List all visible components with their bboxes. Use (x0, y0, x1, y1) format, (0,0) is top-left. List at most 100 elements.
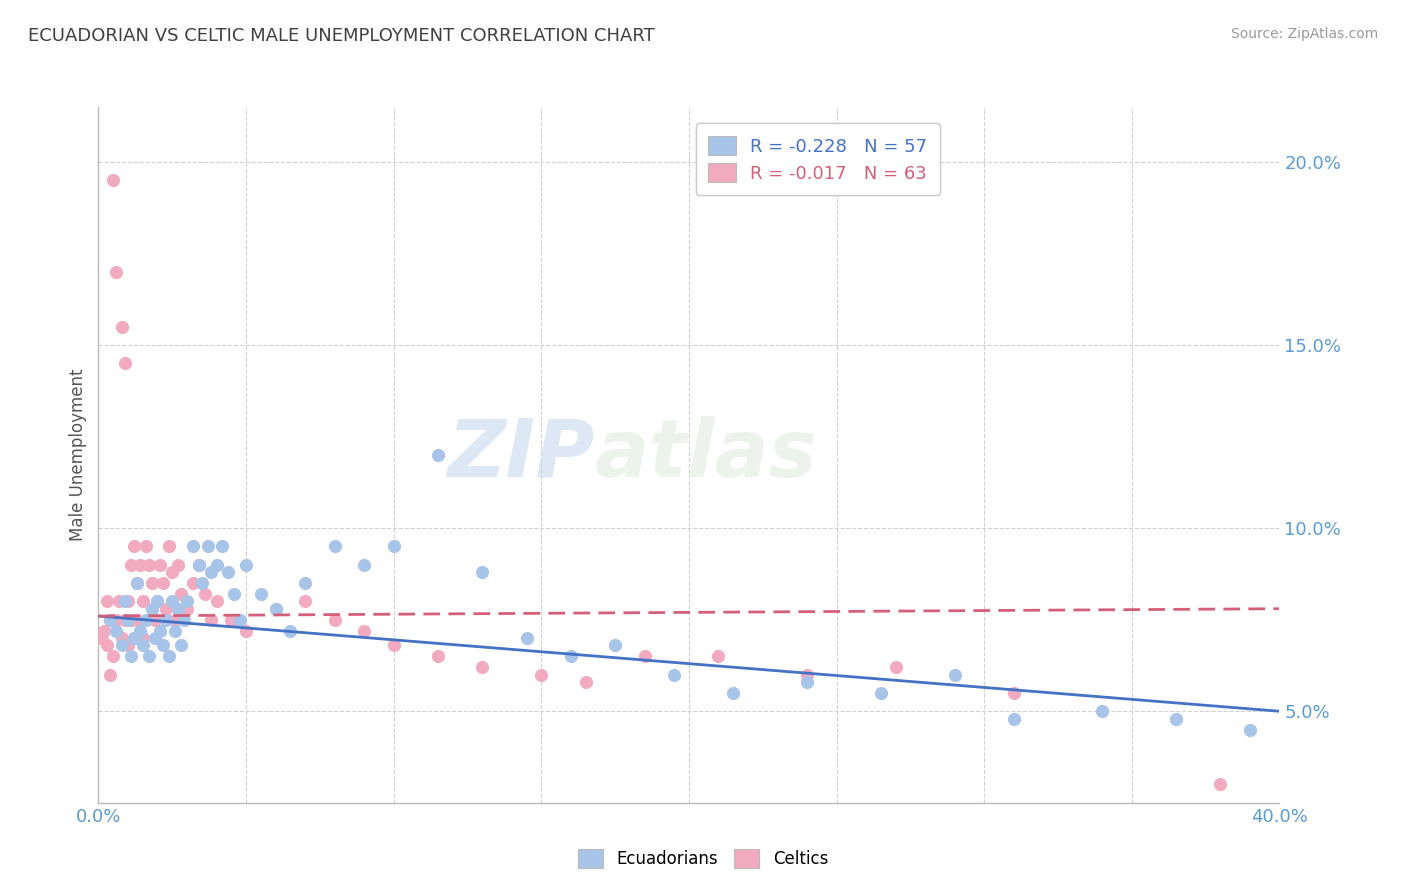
Point (278, 624, 302, 638)
Point (353, 624, 375, 638)
Point (796, 675, 818, 690)
Point (211, 540, 233, 554)
Point (135, 613, 157, 627)
Point (111, 631, 134, 645)
Point (323, 613, 346, 627)
Point (125, 613, 148, 627)
Point (1239, 723, 1261, 737)
Point (105, 624, 128, 638)
Point (155, 613, 177, 627)
Point (114, 594, 136, 608)
Point (1164, 712, 1187, 726)
Point (149, 558, 172, 572)
Point (105, 265, 128, 279)
Text: ECUADORIAN VS CELTIC MALE UNEMPLOYMENT CORRELATION CHART: ECUADORIAN VS CELTIC MALE UNEMPLOYMENT C… (28, 27, 655, 45)
Point (103, 173, 125, 187)
Point (141, 601, 163, 615)
Point (138, 649, 160, 664)
Point (560, 649, 582, 664)
Point (1002, 686, 1025, 700)
Point (98, 613, 121, 627)
Point (120, 613, 142, 627)
Point (187, 558, 209, 572)
Point (471, 660, 494, 674)
Point (165, 613, 187, 627)
Point (264, 601, 287, 615)
Point (122, 631, 145, 645)
Point (135, 540, 157, 554)
Point (187, 558, 209, 572)
Point (1209, 777, 1232, 791)
Point (943, 667, 966, 681)
Point (707, 649, 730, 664)
Point (382, 540, 405, 554)
Point (471, 565, 494, 579)
Point (157, 540, 180, 554)
Point (96, 594, 118, 608)
Point (205, 594, 228, 608)
Point (167, 558, 190, 572)
Point (165, 624, 187, 638)
Point (103, 613, 125, 627)
Point (143, 613, 166, 627)
Point (1091, 704, 1114, 718)
Point (146, 594, 169, 608)
Point (229, 613, 252, 627)
Point (96, 638, 118, 652)
Point (167, 601, 190, 615)
Point (141, 576, 163, 591)
Point (633, 649, 655, 664)
Point (294, 576, 316, 591)
Point (173, 613, 195, 627)
Point (250, 587, 273, 601)
Point (427, 649, 450, 664)
Point (200, 565, 222, 579)
Point (114, 613, 136, 627)
Point (235, 558, 257, 572)
Point (138, 558, 160, 572)
Text: atlas: atlas (595, 416, 817, 494)
Point (170, 638, 193, 652)
Y-axis label: Male Unemployment: Male Unemployment (69, 368, 87, 541)
Point (125, 576, 148, 591)
Point (264, 601, 287, 615)
Point (219, 613, 242, 627)
Point (515, 631, 537, 645)
Point (294, 594, 316, 608)
Point (125, 576, 148, 591)
Point (152, 638, 174, 652)
Point (132, 631, 155, 645)
Point (796, 667, 818, 681)
Point (122, 631, 145, 645)
Text: ZIP: ZIP (447, 416, 595, 494)
Point (217, 565, 239, 579)
Point (128, 624, 150, 638)
Point (235, 624, 257, 638)
Point (884, 660, 907, 674)
Point (98, 667, 121, 681)
Point (353, 558, 375, 572)
Point (93, 624, 115, 638)
Point (530, 667, 553, 681)
Point (200, 613, 222, 627)
Point (120, 558, 142, 572)
Point (205, 558, 228, 572)
Point (105, 613, 128, 627)
Legend: R = -0.228   N = 57, R = -0.017   N = 63: R = -0.228 N = 57, R = -0.017 N = 63 (696, 123, 939, 195)
Point (176, 594, 198, 608)
Legend: Ecuadorians, Celtics: Ecuadorians, Celtics (571, 843, 835, 875)
Point (143, 631, 166, 645)
Point (427, 448, 450, 462)
Point (152, 576, 174, 591)
Point (170, 587, 193, 601)
Point (155, 601, 177, 615)
Point (574, 675, 596, 690)
Point (128, 558, 150, 572)
Point (869, 686, 891, 700)
Point (176, 601, 198, 615)
Point (98, 613, 121, 627)
Point (157, 649, 180, 664)
Point (114, 356, 136, 370)
Point (90, 631, 112, 645)
Point (323, 540, 346, 554)
